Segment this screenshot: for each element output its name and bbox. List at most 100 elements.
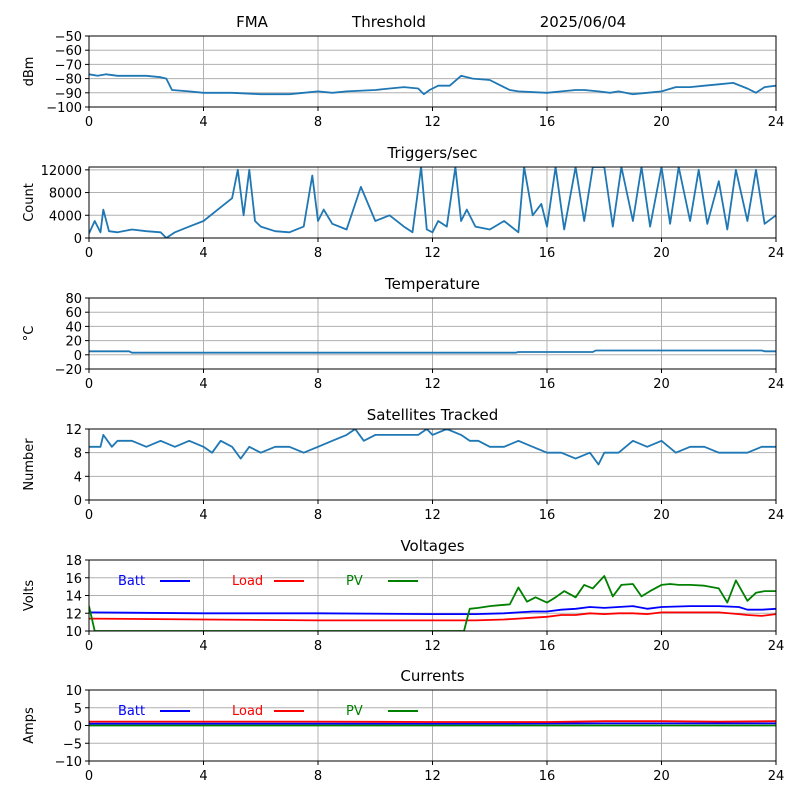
x-tick-label: 4 — [199, 115, 207, 130]
x-tick-label: 24 — [768, 639, 785, 654]
header-label: Threshold — [351, 13, 426, 31]
x-tick-label: 0 — [85, 246, 93, 261]
series-line-load — [89, 720, 776, 723]
series-line-pv — [89, 575, 776, 631]
x-tick-label: 4 — [199, 246, 207, 261]
y-tick-label: 4000 — [49, 209, 82, 224]
y-tick-label: 80 — [65, 292, 82, 307]
y-tick-label: 20 — [65, 335, 82, 350]
y-tick-label: 5 — [74, 702, 82, 717]
y-tick-label: 10 — [65, 684, 82, 699]
x-tick-label: 12 — [424, 115, 441, 130]
series-group — [89, 720, 776, 727]
x-tick-label: 12 — [424, 508, 441, 523]
x-tick-label: 4 — [199, 377, 207, 392]
x-tick-label: 12 — [424, 377, 441, 392]
x-tick-label: 12 — [424, 769, 441, 784]
y-tick-label: 0 — [74, 720, 82, 735]
x-tick-label: 20 — [653, 769, 670, 784]
x-tick-label: 24 — [768, 769, 785, 784]
x-tick-label: 0 — [85, 769, 93, 784]
x-tick-label: 16 — [539, 246, 556, 261]
subplot-4: 0 4 8 12 16 20 24 0 4 8 12 Satellites Tracked Number — [22, 406, 784, 523]
y-tick-label: 8 — [74, 447, 82, 462]
x-tick-label: 0 — [85, 377, 93, 392]
y-tick-label: −50 — [55, 30, 82, 45]
y-axis-label: Volts — [22, 580, 37, 612]
y-tick-label: 0 — [74, 349, 82, 364]
y-tick-label: −80 — [55, 73, 82, 88]
x-tick-label: 16 — [539, 769, 556, 784]
series-line-load — [89, 611, 776, 622]
y-tick-label: 10 — [65, 625, 82, 640]
x-tick-label: 8 — [314, 377, 322, 392]
subplot-1: 0 4 8 12 16 20 24 −100−90−80−70−60−50 dBm — [22, 30, 784, 130]
y-axis-label: dBm — [22, 57, 37, 87]
x-tick-label: 0 — [85, 639, 93, 654]
series-group — [89, 73, 776, 96]
y-axis-label: °C — [22, 326, 37, 342]
subplot-6: 0 4 8 12 16 20 24 −10 −5 0 5 10 Currents Amps Batt Load… — [22, 667, 784, 784]
x-tick-label: 20 — [653, 377, 670, 392]
x-tick-label: 8 — [314, 508, 322, 523]
series-line-1 — [89, 167, 776, 238]
subplot-title: Currents — [400, 667, 464, 685]
header-station: FMA — [236, 13, 269, 31]
x-tick-label: 24 — [768, 508, 785, 523]
x-tick-label: 20 — [653, 115, 670, 130]
x-tick-label: 20 — [653, 639, 670, 654]
series-group — [89, 429, 776, 466]
x-tick-label: 0 — [85, 508, 93, 523]
y-tick-label: 0 — [74, 232, 82, 247]
subplot-title: Voltages — [400, 537, 464, 555]
y-tick-label: 14 — [65, 590, 82, 605]
y-tick-label: 60 — [65, 306, 82, 321]
series-line-1 — [89, 429, 776, 466]
x-tick-label: 8 — [314, 115, 322, 130]
y-tick-label: −5 — [63, 737, 82, 752]
y-tick-label: 18 — [65, 554, 82, 569]
subplot-2: 0 4 8 12 16 20 24 0 4000 8000 12000 Triggers/sec Cou… — [22, 144, 784, 261]
y-tick-label: −10 — [55, 755, 82, 770]
x-tick-label: 4 — [199, 769, 207, 784]
x-tick-label: 8 — [314, 246, 322, 261]
x-tick-label: 16 — [539, 377, 556, 392]
y-tick-label: 4 — [74, 470, 82, 485]
x-tick-label: 16 — [539, 508, 556, 523]
y-axis-label: Number — [22, 438, 37, 491]
legend-label-pv: PV — [346, 574, 363, 589]
x-tick-label: 4 — [199, 508, 207, 523]
y-tick-label: −100 — [46, 101, 82, 116]
y-tick-label: 12 — [65, 423, 82, 438]
x-tick-label: 4 — [199, 639, 207, 654]
subplot-5: 0 4 8 12 16 20 24 10 12 14 16 18 Voltages Volts Batt Lo… — [22, 537, 784, 654]
y-tick-label: −60 — [55, 44, 82, 59]
x-tick-label: 8 — [314, 639, 322, 654]
subplot-title: Triggers/sec — [387, 144, 478, 162]
y-tick-label: 12000 — [41, 164, 82, 179]
x-tick-label: 12 — [424, 246, 441, 261]
x-tick-label: 20 — [653, 246, 670, 261]
subplot-title: Temperature — [384, 275, 480, 293]
x-tick-label: 24 — [768, 246, 785, 261]
legend-label-batt: Batt — [118, 574, 145, 589]
y-tick-label: −90 — [55, 87, 82, 102]
y-tick-label: 0 — [74, 494, 82, 509]
x-tick-label: 24 — [768, 115, 785, 130]
y-axis-label: Amps — [22, 707, 37, 744]
subplot-title: Satellites Tracked — [367, 406, 498, 424]
series-line-1 — [89, 73, 776, 96]
legend-label-batt: Batt — [118, 704, 145, 719]
series-group — [89, 167, 776, 238]
x-tick-label: 12 — [424, 639, 441, 654]
series-group — [89, 575, 776, 631]
y-tick-label: 16 — [65, 572, 82, 587]
y-tick-label: 12 — [65, 607, 82, 622]
series-line-1 — [89, 349, 776, 354]
x-tick-label: 16 — [539, 639, 556, 654]
x-tick-label: 8 — [314, 769, 322, 784]
y-tick-label: −20 — [55, 363, 82, 378]
